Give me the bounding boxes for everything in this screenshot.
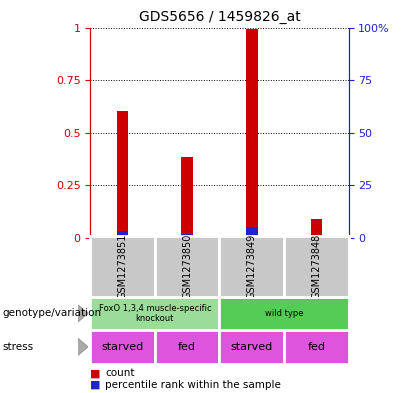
Bar — [155, 330, 220, 364]
Bar — [90, 297, 220, 330]
Bar — [246, 227, 257, 238]
Title: GDS5656 / 1459826_at: GDS5656 / 1459826_at — [139, 10, 300, 24]
Text: GSM1273849: GSM1273849 — [247, 233, 257, 299]
Bar — [155, 236, 220, 297]
Text: starved: starved — [102, 342, 144, 352]
Text: fed: fed — [178, 342, 196, 352]
Bar — [90, 330, 155, 364]
Text: FoxO 1,3,4 muscle-specific
knockout: FoxO 1,3,4 muscle-specific knockout — [99, 304, 211, 323]
Bar — [284, 330, 349, 364]
Bar — [220, 297, 349, 330]
Text: percentile rank within the sample: percentile rank within the sample — [105, 380, 281, 390]
Text: stress: stress — [2, 342, 33, 352]
Bar — [181, 233, 193, 238]
Bar — [246, 29, 257, 238]
Text: GSM1273848: GSM1273848 — [311, 233, 321, 299]
Text: ■: ■ — [90, 380, 101, 390]
Text: GSM1273851: GSM1273851 — [118, 233, 128, 299]
Text: wild type: wild type — [265, 309, 303, 318]
Text: fed: fed — [307, 342, 326, 352]
Bar — [220, 236, 284, 297]
Text: GSM1273850: GSM1273850 — [182, 233, 192, 299]
Polygon shape — [78, 338, 88, 356]
Bar — [117, 231, 129, 238]
Bar — [310, 219, 322, 238]
Bar — [117, 110, 129, 238]
Polygon shape — [78, 305, 88, 322]
Text: count: count — [105, 368, 134, 378]
Text: starved: starved — [231, 342, 273, 352]
Text: genotype/variation: genotype/variation — [2, 309, 101, 318]
Bar — [181, 157, 193, 238]
Bar — [310, 236, 322, 238]
Bar — [90, 236, 155, 297]
Text: ■: ■ — [90, 368, 101, 378]
Bar — [284, 236, 349, 297]
Bar — [220, 330, 284, 364]
